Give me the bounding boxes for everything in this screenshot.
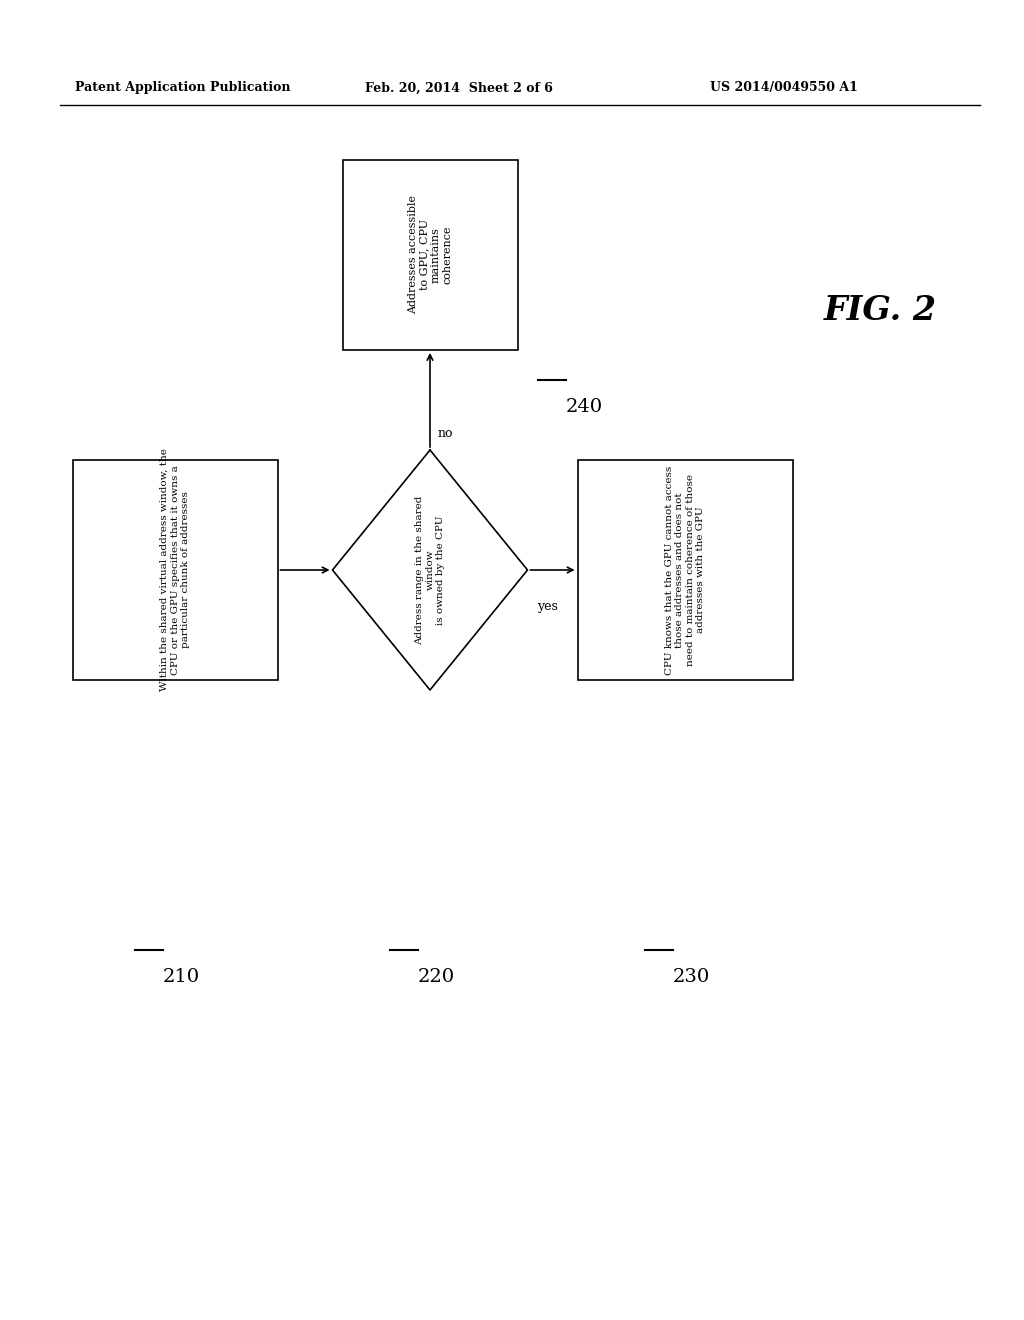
Text: Within the shared virtual address window, the
CPU or the GPU specifies that it o: Within the shared virtual address window… bbox=[160, 449, 189, 692]
Text: Addresses accessible
to GPU, CPU
maintains
coherence: Addresses accessible to GPU, CPU maintai… bbox=[408, 195, 453, 314]
Text: Feb. 20, 2014  Sheet 2 of 6: Feb. 20, 2014 Sheet 2 of 6 bbox=[365, 82, 553, 95]
Bar bbox=[578, 459, 793, 680]
Text: Address range in the shared
window
is owned by the CPU: Address range in the shared window is ow… bbox=[415, 495, 444, 644]
Text: 220: 220 bbox=[418, 968, 455, 986]
Text: US 2014/0049550 A1: US 2014/0049550 A1 bbox=[710, 82, 858, 95]
Text: 210: 210 bbox=[163, 968, 200, 986]
Text: yes: yes bbox=[538, 601, 558, 612]
Text: CPU knows that the GPU cannot access
those addresses and does not
need to mainta: CPU knows that the GPU cannot access tho… bbox=[665, 466, 706, 675]
Text: FIG. 2: FIG. 2 bbox=[823, 293, 937, 326]
Text: 230: 230 bbox=[673, 968, 711, 986]
Text: 240: 240 bbox=[565, 399, 603, 416]
Text: no: no bbox=[438, 426, 454, 440]
Text: Patent Application Publication: Patent Application Publication bbox=[75, 82, 291, 95]
Bar bbox=[342, 160, 517, 350]
Bar bbox=[73, 459, 278, 680]
